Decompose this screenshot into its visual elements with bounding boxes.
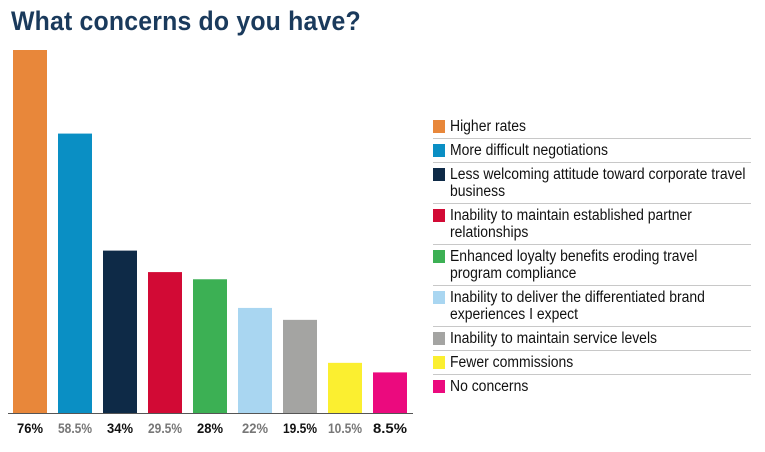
legend-swatch bbox=[433, 120, 445, 133]
legend-label: More difficult negotiations bbox=[450, 142, 608, 159]
data-label: 58.5% bbox=[58, 420, 92, 436]
legend-label: No concerns bbox=[450, 378, 529, 395]
legend-label: Inability to deliver the differentiated … bbox=[450, 289, 705, 323]
legend-label: Fewer commissions bbox=[450, 354, 574, 371]
legend-swatch bbox=[433, 168, 445, 181]
bar bbox=[283, 319, 317, 413]
legend-label: Inability to maintain service levels bbox=[450, 330, 658, 347]
data-label: 8.5% bbox=[373, 420, 408, 436]
legend-item: Inability to maintain established partne… bbox=[433, 207, 751, 245]
legend-swatch bbox=[433, 356, 445, 369]
legend-swatch bbox=[433, 209, 445, 222]
data-label: 10.5% bbox=[328, 420, 362, 436]
data-label: 22% bbox=[242, 420, 269, 436]
legend-item: Inability to maintain service levels bbox=[433, 330, 751, 351]
bar bbox=[58, 133, 92, 414]
legend-item: Fewer commissions bbox=[433, 354, 751, 375]
legend-swatch bbox=[433, 250, 445, 263]
legend-label: Inability to maintain established partne… bbox=[450, 207, 692, 241]
legend-item: Inability to deliver the differentiated … bbox=[433, 289, 751, 327]
legend-swatch bbox=[433, 332, 445, 345]
legend-item: No concerns bbox=[433, 378, 751, 398]
bar bbox=[103, 250, 137, 413]
data-label: 19.5% bbox=[283, 420, 317, 436]
legend-label: Higher rates bbox=[450, 118, 526, 135]
legend-label: Enhanced loyalty benefits eroding travel… bbox=[450, 248, 698, 282]
bar bbox=[148, 272, 182, 413]
bar bbox=[193, 279, 227, 413]
bar bbox=[373, 372, 407, 413]
chart-title: What concerns do you have? bbox=[11, 6, 361, 36]
legend-swatch bbox=[433, 144, 445, 157]
bar bbox=[328, 362, 362, 413]
legend: Higher rates More difficult negotiations L… bbox=[433, 118, 751, 401]
legend-item: Enhanced loyalty benefits eroding travel… bbox=[433, 248, 751, 286]
data-label: 29.5% bbox=[148, 420, 182, 436]
legend-label: Less welcoming attitude toward corporate… bbox=[450, 166, 746, 200]
legend-swatch bbox=[433, 291, 445, 304]
data-label: 34% bbox=[107, 420, 134, 436]
bar bbox=[238, 307, 272, 413]
data-label: 28% bbox=[197, 420, 224, 436]
bar bbox=[13, 50, 47, 413]
legend-item: Higher rates bbox=[433, 118, 751, 139]
legend-item: Less welcoming attitude toward corporate… bbox=[433, 166, 751, 204]
legend-item: More difficult negotiations bbox=[433, 142, 751, 163]
data-label: 76% bbox=[17, 420, 44, 436]
legend-swatch bbox=[433, 380, 445, 393]
